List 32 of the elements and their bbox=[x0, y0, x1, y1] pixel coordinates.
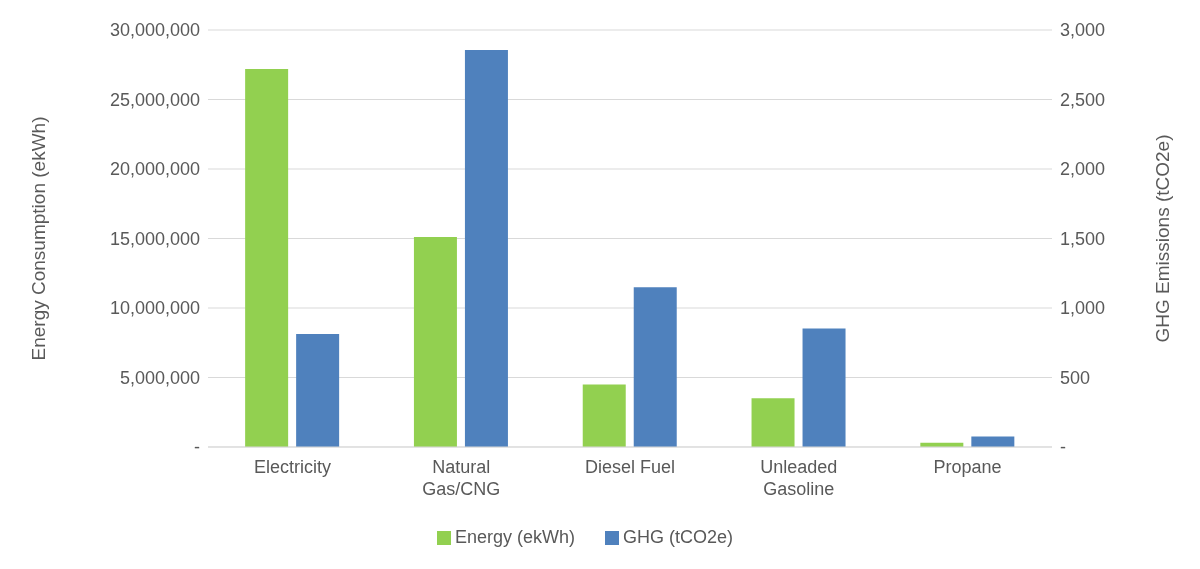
bar bbox=[582, 384, 626, 447]
legend-label: Energy (ekWh) bbox=[454, 527, 576, 547]
y2-tick-label: 3,000 bbox=[1060, 20, 1106, 41]
x-tick-label: Diesel Fuel bbox=[584, 457, 676, 477]
y-tick-label: 25,000,000 bbox=[109, 89, 200, 110]
y-tick-label: 5,000,000 bbox=[119, 367, 200, 388]
y2-tick-label: - bbox=[1060, 437, 1066, 458]
y2-tick-label: 2,500 bbox=[1060, 89, 1106, 110]
y2-tick-label: 1,000 bbox=[1060, 298, 1106, 319]
y-tick-label: 15,000,000 bbox=[109, 228, 200, 249]
x-tick-label: Unleaded Gasoline bbox=[760, 457, 838, 499]
bar bbox=[245, 68, 289, 447]
bar bbox=[633, 287, 677, 447]
bar bbox=[802, 328, 846, 447]
y-axis-title: Energy Consumption (ekWh) bbox=[27, 116, 49, 361]
y-tick-label: - bbox=[194, 437, 200, 458]
y2-tick-label: 1,500 bbox=[1060, 228, 1106, 249]
y-tick-label: 30,000,000 bbox=[109, 20, 200, 41]
y-tick-label: 10,000,000 bbox=[109, 298, 200, 319]
x-tick-label: Natural Gas/CNG bbox=[422, 457, 501, 499]
bar bbox=[464, 50, 508, 447]
bar bbox=[751, 398, 795, 447]
bar bbox=[296, 333, 340, 447]
x-tick-label: Propane bbox=[933, 457, 1002, 477]
x-tick-label: Electricity bbox=[253, 457, 331, 477]
legend-label: GHG (tCO2e) bbox=[623, 527, 734, 547]
y-tick-label: 20,000,000 bbox=[109, 159, 200, 180]
bar bbox=[413, 237, 457, 447]
y2-tick-label: 2,000 bbox=[1060, 159, 1106, 180]
y2-tick-label: 500 bbox=[1060, 367, 1091, 388]
bar bbox=[971, 436, 1015, 447]
y2-axis-title: GHG Emissions (tCO2e) bbox=[1151, 134, 1173, 343]
